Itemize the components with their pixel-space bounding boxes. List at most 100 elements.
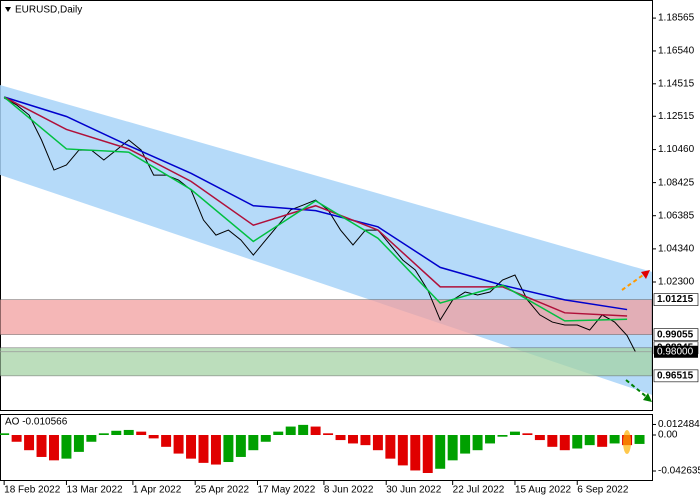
ao-frame: [0, 414, 653, 481]
ao-bar: [198, 435, 209, 463]
level-label-bg: [653, 369, 699, 383]
y-tick-label: 1.18565: [658, 13, 695, 24]
level-label-bg: [653, 328, 699, 341]
ao-bar: [422, 435, 433, 473]
ao-bar: [173, 435, 184, 454]
ao-bar: [273, 431, 284, 436]
x-tick-label: 18 Feb 2022: [4, 485, 61, 496]
ao-bar: [111, 430, 122, 436]
ao-bar: [323, 433, 334, 436]
price-background: [0, 85, 652, 395]
ao-bar: [348, 435, 358, 444]
ao-bar: [385, 435, 396, 459]
y-tick-label: 1.12515: [658, 111, 695, 122]
ao-bar: [235, 435, 246, 457]
ao-bar: [298, 424, 309, 436]
ao-bar: [248, 435, 259, 451]
moving-average: [3, 96, 628, 311]
zone: [0, 299, 652, 335]
ao-bar: [136, 431, 147, 436]
ao-bar: [597, 435, 608, 447]
ao-bar: [161, 435, 172, 447]
ao-bar: [397, 435, 408, 466]
moving-average: [3, 96, 628, 322]
ao-highlight: [623, 430, 631, 454]
up-arrow-head: [641, 270, 650, 279]
x-tick-label: 8 Jun 2022: [324, 485, 374, 496]
price-lines: [0, 96, 652, 353]
x-tick-label: 1 Apr 2022: [133, 485, 182, 496]
ao-bar: [98, 433, 109, 436]
ao-bar: [0, 433, 10, 436]
ao-bar: [584, 435, 595, 446]
ao-bar: [210, 435, 221, 465]
level-label: 1.01215: [657, 294, 694, 305]
x-tick-label: 30 Jun 2022: [386, 485, 441, 496]
ao-bar: [73, 435, 84, 452]
level-label: 0.96515: [657, 370, 694, 381]
ao-bar: [186, 435, 197, 459]
ao-bar: [335, 435, 346, 441]
level-label: 0.99055: [657, 329, 694, 340]
x-tick-label: 22 Jul 2022: [453, 485, 505, 496]
ao-bar: [609, 435, 620, 444]
ao-y-tick-label: 0.00: [658, 430, 678, 441]
ao-bar: [11, 435, 22, 442]
up-arrow: [621, 272, 647, 291]
level-label-bg: [653, 293, 699, 306]
ao-bar: [534, 435, 545, 441]
axes: 1.18565 1.16540 1.14515 1.12515 1.10460 1.084…: [3, 13, 700, 496]
ao-bar: [460, 435, 471, 454]
moving-average: [3, 96, 628, 317]
ao-bar: [410, 435, 421, 471]
down-arrow: [625, 379, 649, 399]
ao-bar: [634, 435, 645, 444]
ao-y-tick-label: 0.012484: [658, 419, 700, 430]
y-tick-label: 1.10460: [658, 144, 695, 155]
ao-bar: [61, 435, 72, 459]
down-arrow-head: [643, 393, 652, 402]
price-frame: [0, 0, 653, 411]
ao-title: AO -0.010566: [5, 417, 68, 428]
x-tick-label: 13 Mar 2022: [66, 485, 123, 496]
ao-bar: [310, 426, 321, 436]
ao-bar: [559, 435, 570, 451]
zone: [0, 347, 652, 377]
y-tick-label: 1.06385: [658, 210, 695, 221]
ao-bar: [86, 435, 97, 442]
x-tick-label: 25 Apr 2022: [195, 485, 249, 496]
ao-bar: [360, 435, 371, 446]
x-tick-label: 6 Sep 2022: [577, 485, 629, 496]
current-price-bg: [654, 345, 698, 358]
y-tick-label: 1.14515: [658, 78, 695, 89]
ao-bar: [36, 435, 47, 457]
y-tick-label: 1.04340: [658, 244, 695, 255]
ao-bar: [572, 435, 583, 449]
ao-bar: [372, 435, 383, 451]
ao-bar: [447, 435, 458, 461]
ao-bar: [435, 435, 446, 469]
ao-bar: [24, 435, 35, 451]
ao-bar: [148, 435, 159, 439]
ao-bar: [285, 426, 296, 436]
ao-bar: [123, 429, 134, 436]
ao-bar: [485, 435, 496, 444]
ao-bar: [509, 431, 520, 436]
chart-title: EURUSD,Daily: [15, 5, 82, 16]
ao-y-tick-label: -0.042635: [658, 466, 700, 477]
menu-triangle[interactable]: [5, 7, 11, 12]
ao-bar: [547, 435, 558, 447]
ao-bar: [260, 435, 271, 442]
y-tick-label: 1.02300: [658, 277, 695, 288]
x-tick-label: 15 Aug 2022: [515, 485, 572, 496]
current-price-label: 0.98000: [657, 346, 694, 357]
x-tick-label: 17 May 2022: [257, 485, 315, 496]
ao-bars: [0, 424, 645, 473]
ao-bar: [522, 433, 533, 436]
y-tick-label: 1.16540: [658, 46, 695, 57]
ao-bar: [497, 435, 508, 437]
ao-bar: [49, 435, 59, 461]
y-tick-label: 1.08425: [658, 177, 695, 188]
